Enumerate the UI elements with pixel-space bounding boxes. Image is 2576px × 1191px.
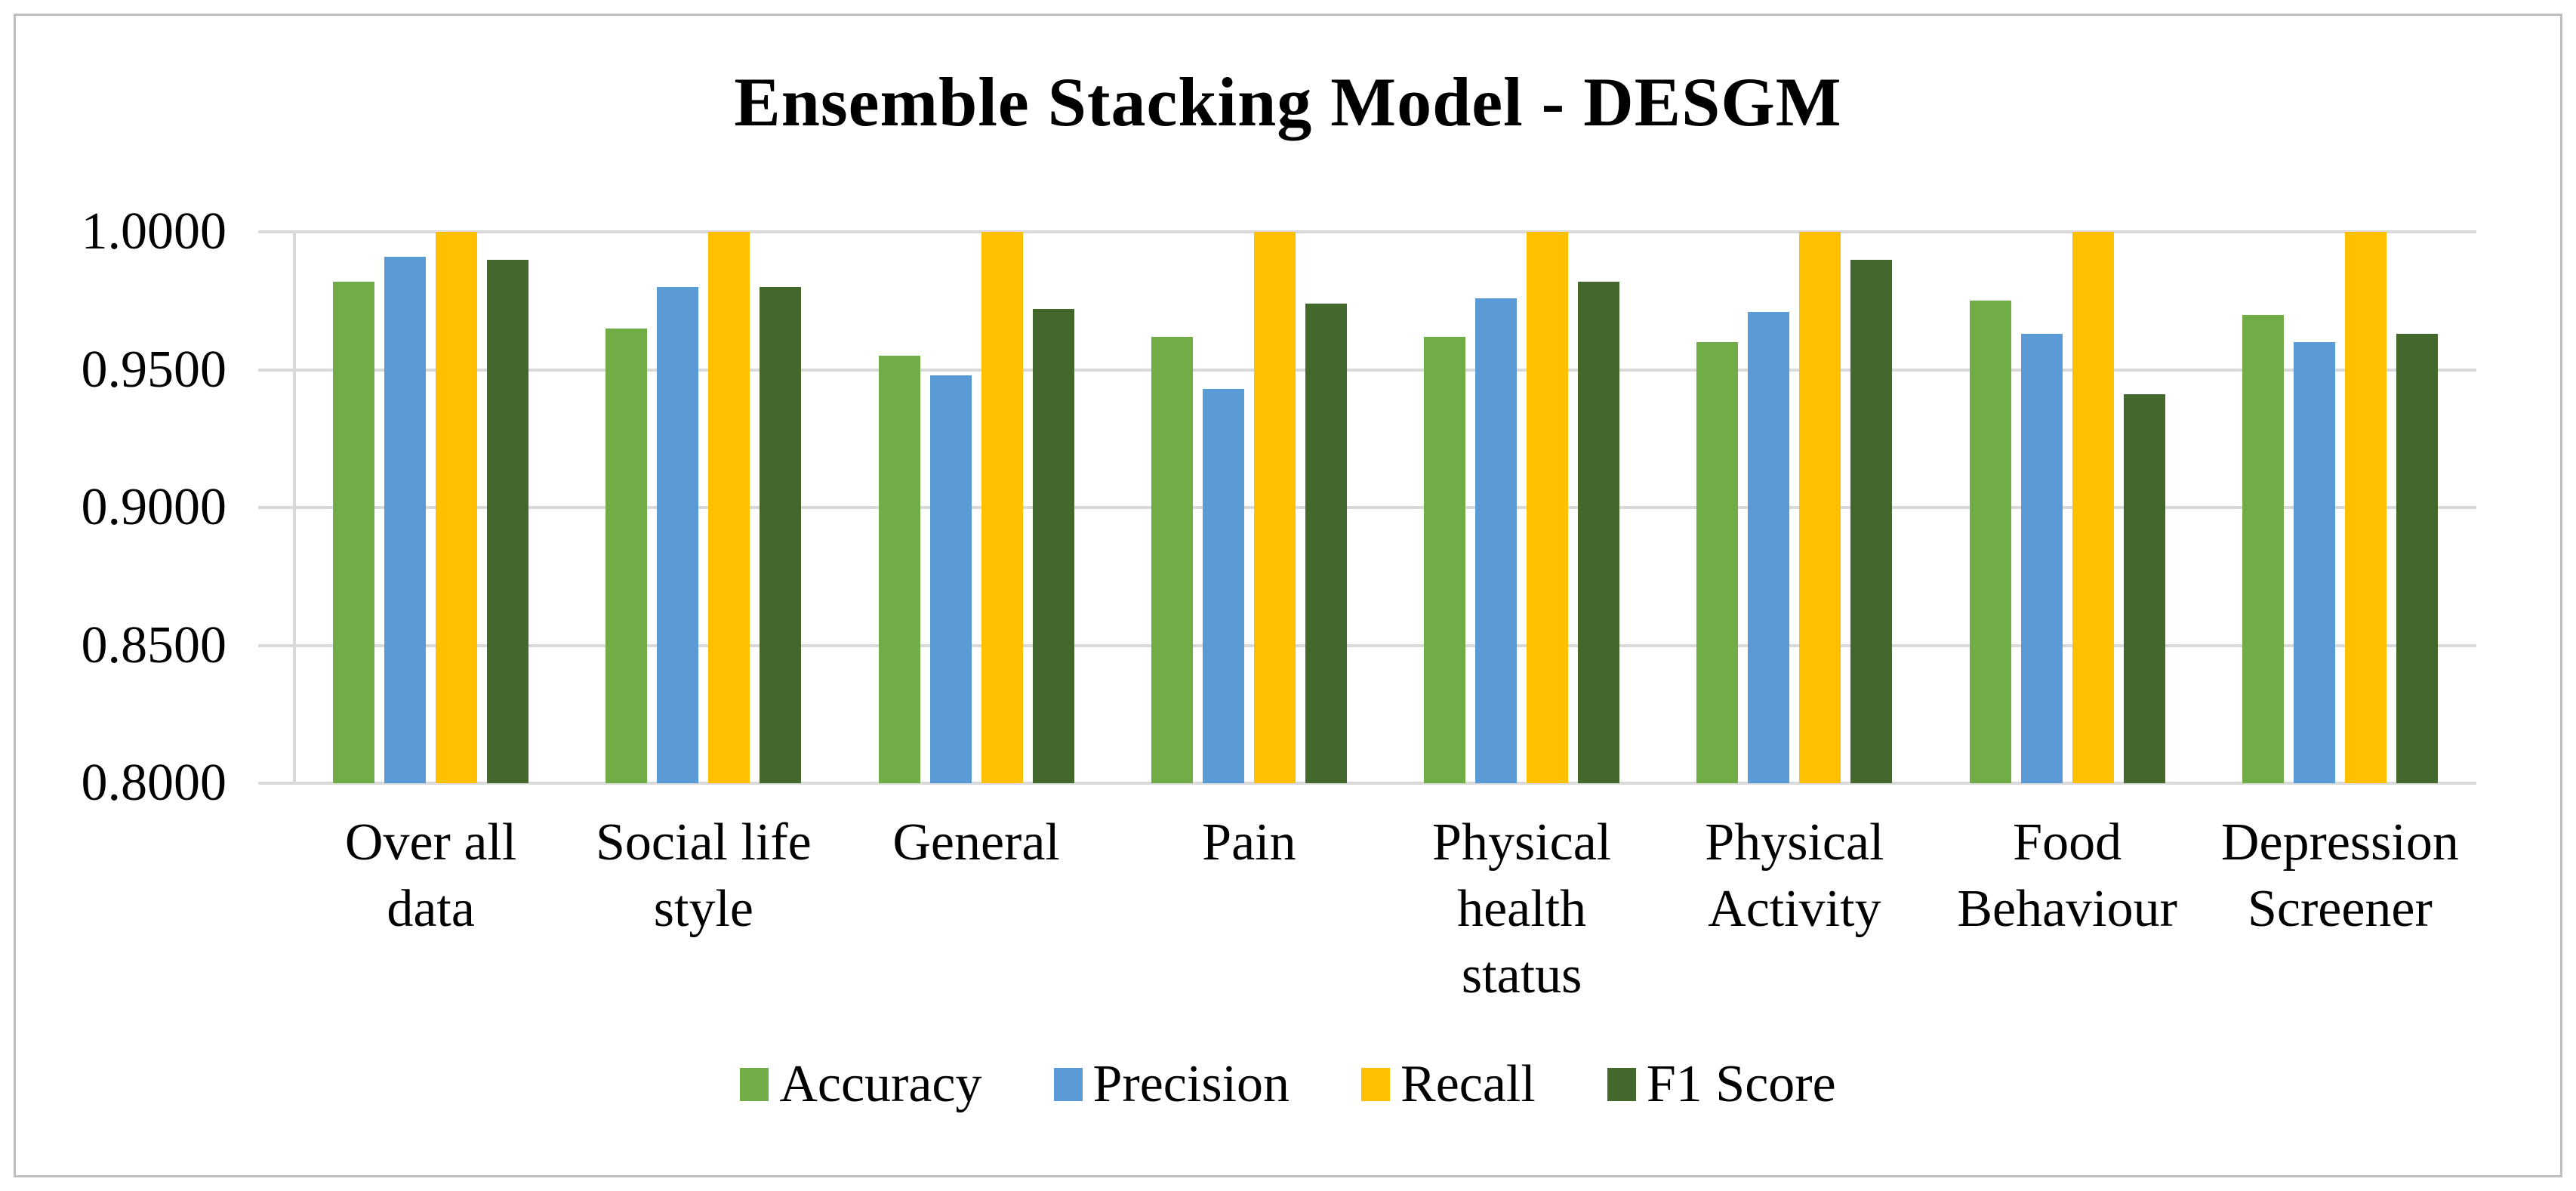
legend-item-f1-score: F1 Score	[1607, 1054, 1836, 1115]
bar-recall	[2072, 232, 2114, 783]
legend-item-accuracy: Accuracy	[740, 1054, 982, 1115]
bar-accuracy	[605, 328, 648, 783]
x-axis-label: General	[892, 813, 1060, 872]
y-tick-label: 0.8000	[81, 754, 227, 812]
bar-f1-score	[2123, 394, 2165, 783]
y-tick-label: 0.9500	[81, 340, 227, 399]
bar-recall	[981, 232, 1023, 783]
bar-recall	[1527, 232, 1569, 783]
x-axis-label: Social life style	[596, 813, 812, 939]
legend-item-recall: Recall	[1361, 1054, 1536, 1115]
bar-f1-score	[1850, 259, 1893, 783]
y-tick-label: 0.8500	[81, 616, 227, 674]
bar-accuracy	[1151, 336, 1193, 783]
legend-marker	[1361, 1068, 1391, 1101]
bar-precision	[1475, 298, 1518, 783]
bar-f1-score	[487, 259, 529, 783]
bar-precision	[384, 256, 427, 783]
bar-recall	[436, 232, 478, 783]
chart-title: Ensemble Stacking Model - DESGM	[734, 63, 1842, 140]
bar-accuracy	[1969, 301, 2011, 783]
legend-item-precision: Precision	[1053, 1054, 1290, 1115]
bar-f1-score	[2396, 334, 2438, 783]
x-axis-label: Food Behaviour	[1957, 813, 2177, 939]
bar-recall	[1253, 232, 1296, 783]
bar-precision	[2293, 342, 2335, 783]
bar-f1-score	[1032, 309, 1074, 783]
bar-accuracy	[333, 281, 375, 783]
x-axis-label: Physical health status	[1432, 813, 1612, 1005]
x-axis-label: Pain	[1202, 813, 1296, 872]
bar-accuracy	[878, 356, 920, 783]
bar-recall	[2344, 232, 2386, 783]
bar-precision	[1748, 311, 1790, 783]
legend-label: Recall	[1400, 1055, 1536, 1113]
bar-precision	[929, 375, 972, 783]
gridline	[258, 782, 2476, 785]
legend-label: Precision	[1092, 1055, 1290, 1113]
plot-area: 1.0000 0.9500 0.9000 0.8500 0.8000 Over all d…	[82, 202, 2476, 1004]
bar-accuracy	[1424, 336, 1466, 783]
x-axis-label: Over all data	[344, 813, 517, 939]
bar-f1-score	[760, 287, 802, 783]
x-axis-label: Physical Activity	[1705, 813, 1884, 939]
gridline	[258, 506, 2476, 509]
bar-accuracy	[1696, 342, 1739, 783]
bar-precision	[657, 287, 699, 783]
legend-marker	[740, 1068, 769, 1101]
legend-label: F1 Score	[1646, 1055, 1836, 1113]
bar-precision	[1202, 389, 1244, 783]
y-tick-label: 0.9000	[81, 478, 227, 536]
gridline	[258, 643, 2476, 647]
bar-precision	[2020, 334, 2063, 783]
legend: Accuracy Precision Recall F1 Score	[0, 1054, 2576, 1115]
bar-f1-score	[1578, 281, 1620, 783]
bar-recall	[708, 232, 750, 783]
x-axis-label: Depression Screener	[2220, 813, 2459, 939]
bar-accuracy	[2242, 314, 2284, 783]
legend-label: Accuracy	[779, 1055, 982, 1113]
bar-recall	[1799, 232, 1841, 783]
gridline	[258, 368, 2476, 372]
gridline	[258, 230, 2476, 233]
bar-f1-score	[1305, 303, 1347, 783]
legend-marker	[1053, 1068, 1083, 1101]
legend-marker	[1607, 1068, 1636, 1101]
y-tick-label: 1.0000	[81, 202, 227, 261]
